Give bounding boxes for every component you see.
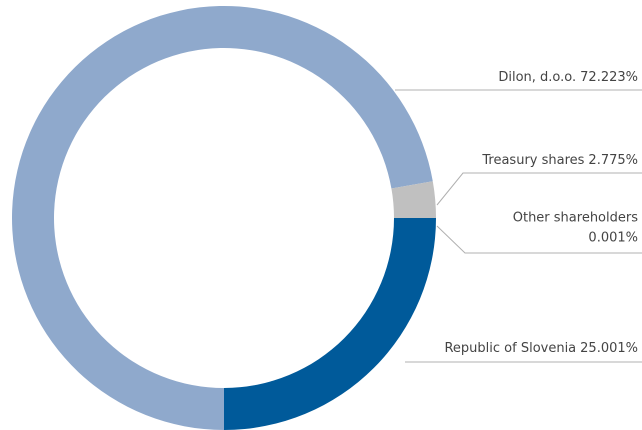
donut-slice [224,217,436,430]
slice-value-label: 0.001% [588,231,638,246]
value-label: 25.001% [580,341,638,356]
value-label: 72.223% [580,70,638,85]
category-name: Treasury shares [481,153,584,168]
slice-label: Republic of Slovenia 25.001% [444,341,638,356]
slice-label: Other shareholders [513,211,638,226]
value-label: 2.775% [588,153,638,168]
category-name: Dilon, d.o.o. [498,70,576,85]
leader-line [436,225,642,254]
category-name: Republic of Slovenia [444,341,576,356]
slice-label: Dilon, d.o.o. 72.223% [498,70,638,85]
donut-slice [391,181,436,218]
leader-line [436,172,642,206]
slice-label: Treasury shares 2.775% [481,153,638,168]
